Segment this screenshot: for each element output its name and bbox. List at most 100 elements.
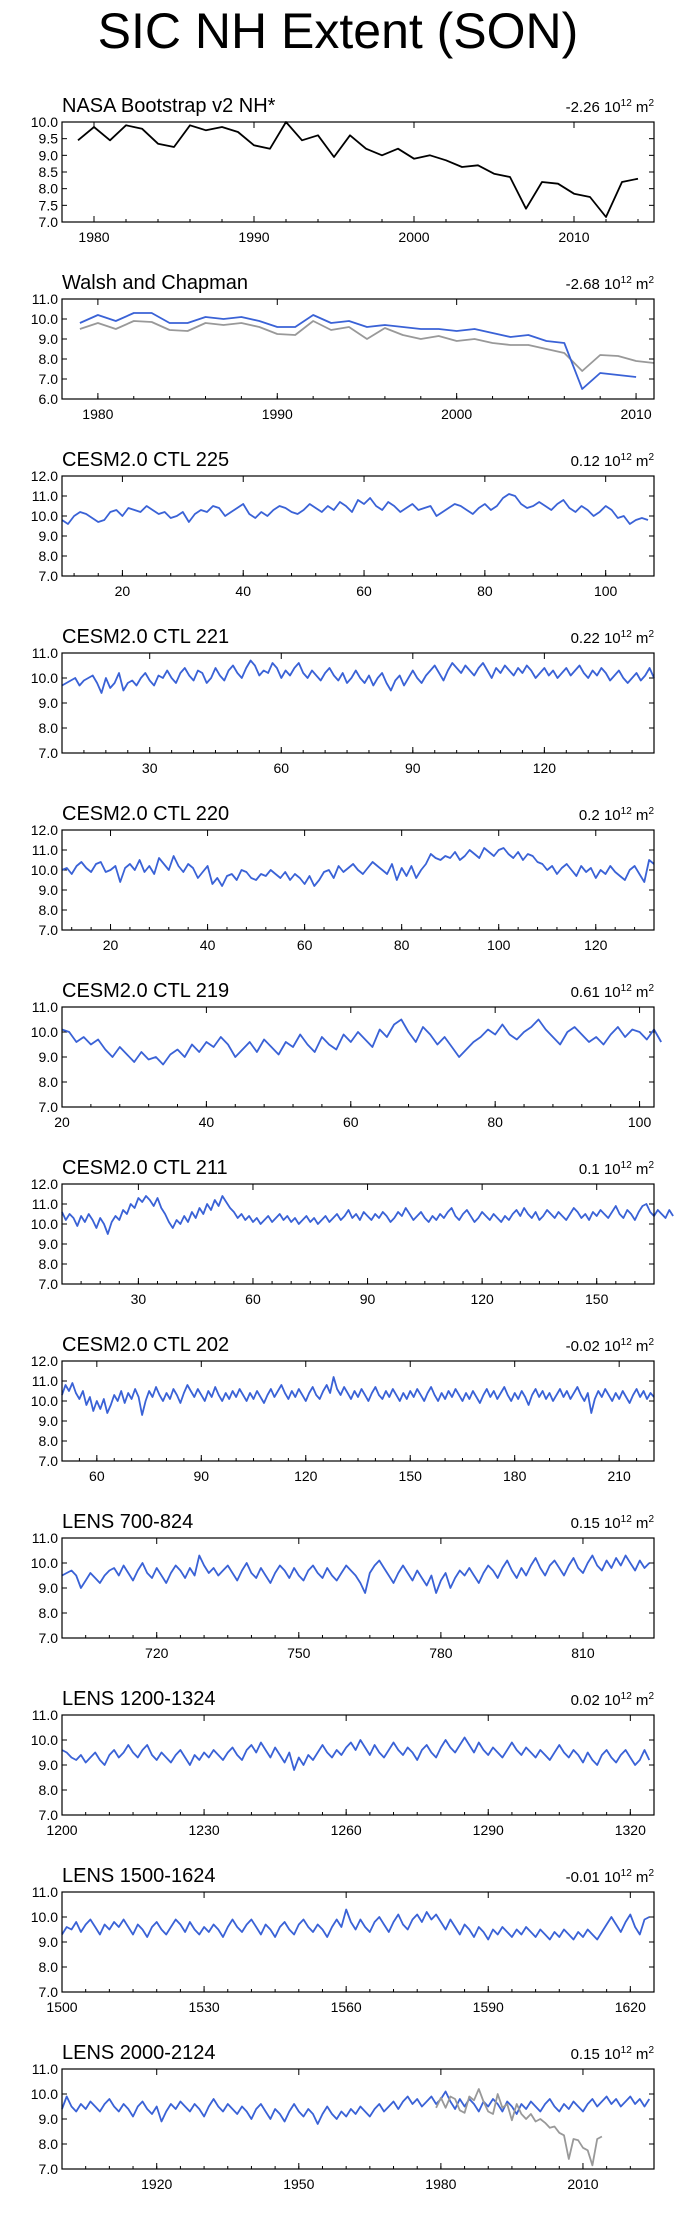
- chart-svg: CESM2.0 CTL 211 0.1 1012 m2 12.0 11.0 10.0 9.…: [31, 1157, 674, 1307]
- y-tick-label: 8.0: [39, 902, 59, 918]
- trend-unit: m: [632, 1515, 649, 1532]
- trend-unit-exponent: 2: [648, 1337, 654, 1348]
- y-tick-label: 7.0: [39, 568, 59, 584]
- series-line-0: [79, 320, 655, 372]
- y-tick-label: 8.0: [39, 1782, 59, 1798]
- x-tick-label: 80: [487, 1114, 503, 1130]
- trend-value: -0.01 10: [566, 1869, 621, 1886]
- x-tick-label: 150: [585, 1291, 609, 1307]
- trend-exponent: 12: [621, 1691, 633, 1702]
- x-tick-label: 780: [429, 1645, 453, 1661]
- y-tick-label: 10.0: [31, 1216, 58, 1232]
- y-tick-label: 7.0: [39, 1099, 59, 1115]
- panel-title: CESM2.0 CTL 211: [62, 1157, 228, 1179]
- chart-panel: Walsh and Chapman -2.68 1012 m2 11.0 10.0 9.…: [0, 259, 676, 436]
- trend-exponent: 12: [621, 1160, 633, 1171]
- y-tick-label: 11.0: [32, 842, 58, 858]
- trend-label: -0.02 1012 m2: [566, 1337, 655, 1355]
- panel-title: LENS 700-824: [62, 1511, 193, 1533]
- trend-label: -2.68 1012 m2: [566, 275, 655, 293]
- trend-unit: m: [632, 1869, 649, 1886]
- chart-panel: NASA Bootstrap v2 NH* -2.26 1012 m2 10.0 9.…: [0, 82, 676, 259]
- panel-title: CESM2.0 CTL 221: [62, 626, 229, 648]
- x-tick-label: 810: [571, 1645, 595, 1661]
- trend-label: 0.22 1012 m2: [571, 629, 655, 647]
- chart-panel: CESM2.0 CTL 221 0.22 1012 m2 11.0 10.0 9.0 8.…: [0, 613, 676, 790]
- x-tick-label: 1320: [615, 1822, 646, 1838]
- x-tick-label: 1500: [46, 1999, 77, 2015]
- y-tick-label: 8.0: [39, 548, 59, 564]
- x-tick-label: 1560: [331, 1999, 362, 2015]
- trend-unit-exponent: 2: [648, 1868, 654, 1879]
- y-tick-label: 10.0: [31, 2086, 58, 2102]
- trend-value: -2.26 10: [566, 99, 621, 116]
- chart-panel: CESM2.0 CTL 202 -0.02 1012 m2 12.0 11.0 10.0…: [0, 1321, 676, 1498]
- y-tick-label: 11.0: [32, 2061, 58, 2077]
- y-tick-label: 10.0: [31, 1732, 58, 1748]
- trend-exponent: 12: [621, 98, 633, 109]
- series-line-0: [77, 121, 639, 218]
- series-line-0: [61, 1195, 674, 1235]
- plot-frame: [61, 1891, 655, 1993]
- chart-svg: LENS 1500-1624 -0.01 1012 m2 11.0 10.0 9.0 8.…: [31, 1865, 655, 2015]
- trend-unit-exponent: 2: [648, 629, 654, 640]
- series-line-0: [61, 493, 649, 525]
- x-tick-label: 720: [145, 1645, 169, 1661]
- trend-unit: m: [632, 807, 649, 824]
- y-tick-label: 6.0: [39, 391, 59, 407]
- plot-frame: [61, 1183, 655, 1285]
- x-tick-label: 90: [405, 760, 421, 776]
- series-line-0: [61, 1554, 650, 1594]
- x-tick-label: 1590: [473, 1999, 504, 2015]
- chart-panel: CESM2.0 CTL 211 0.1 1012 m2 12.0 11.0 10.0 9.…: [0, 1144, 676, 1321]
- y-tick-label: 9.0: [39, 882, 59, 898]
- x-tick-label: 90: [194, 1468, 210, 1484]
- x-tick-label: 100: [594, 583, 618, 599]
- x-tick-label: 80: [477, 583, 493, 599]
- y-tick-label: 11.0: [32, 1884, 58, 1900]
- y-tick-label: 12.0: [31, 1176, 58, 1192]
- trend-unit: m: [632, 276, 649, 293]
- trend-exponent: 12: [621, 1514, 633, 1525]
- y-tick-label: 7.0: [39, 214, 59, 230]
- x-tick-label: 1980: [78, 229, 109, 245]
- x-tick-label: 120: [533, 760, 557, 776]
- chart-svg: CESM2.0 CTL 202 -0.02 1012 m2 12.0 11.0 10.0…: [31, 1334, 655, 1484]
- y-tick-label: 7.0: [39, 1276, 59, 1292]
- x-tick-label: 20: [103, 937, 119, 953]
- y-tick-label: 8.0: [39, 1256, 59, 1272]
- series-line-0: [61, 1018, 662, 1066]
- plot-frame: [61, 1360, 655, 1462]
- panel-title: LENS 1500-1624: [62, 1865, 215, 1887]
- trend-unit: m: [632, 453, 649, 470]
- y-tick-label: 8.0: [39, 181, 59, 197]
- trend-unit-exponent: 2: [648, 2045, 654, 2056]
- trend-exponent: 12: [621, 629, 633, 640]
- plot-frame: [61, 1714, 655, 1816]
- trend-label: 0.02 1012 m2: [571, 1691, 655, 1709]
- chart-svg: Walsh and Chapman -2.68 1012 m2 11.0 10.0 9.…: [31, 272, 655, 422]
- trend-exponent: 12: [621, 1868, 633, 1879]
- chart-panel: CESM2.0 CTL 219 0.61 1012 m2 11.0 10.0 9.0 8.…: [0, 967, 676, 1144]
- y-tick-label: 12.0: [31, 468, 58, 484]
- x-tick-label: 210: [607, 1468, 631, 1484]
- series-line-0: [61, 659, 655, 694]
- x-tick-label: 60: [343, 1114, 359, 1130]
- y-tick-label: 8.0: [39, 351, 59, 367]
- y-tick-label: 9.5: [39, 131, 59, 147]
- y-tick-label: 8.0: [39, 1605, 59, 1621]
- y-tick-label: 8.0: [39, 1433, 59, 1449]
- chart-panel: LENS 2000-2124 0.15 1012 m2 11.0 10.0 9.0 8.0…: [0, 2029, 676, 2206]
- panel-title: NASA Bootstrap v2 NH*: [62, 95, 276, 117]
- chart-svg: NASA Bootstrap v2 NH* -2.26 1012 m210.09.…: [31, 95, 655, 245]
- y-tick-label: 10.0: [31, 1555, 58, 1571]
- chart-svg: CESM2.0 CTL 221 0.22 1012 m2 11.0 10.0 9.0 8.…: [31, 626, 655, 776]
- trend-value: 0.12 10: [571, 453, 621, 470]
- x-tick-label: 40: [235, 583, 251, 599]
- y-tick-label: 7.0: [39, 922, 59, 938]
- x-tick-label: 60: [356, 583, 372, 599]
- y-tick-label: 9.0: [39, 331, 59, 347]
- trend-value: 0.1 10: [579, 1161, 621, 1178]
- y-tick-label: 8.0: [39, 720, 59, 736]
- plot-frame: [61, 475, 655, 577]
